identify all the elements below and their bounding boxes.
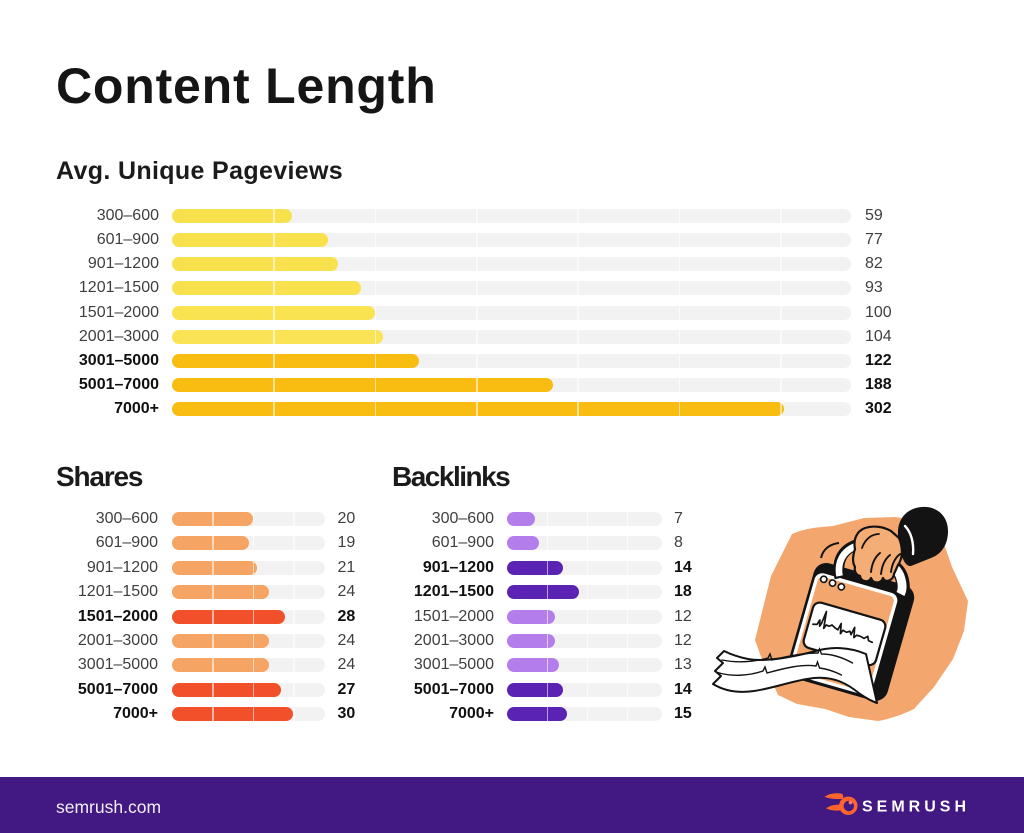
svg-text:SEMRUSH: SEMRUSH [862, 799, 970, 816]
